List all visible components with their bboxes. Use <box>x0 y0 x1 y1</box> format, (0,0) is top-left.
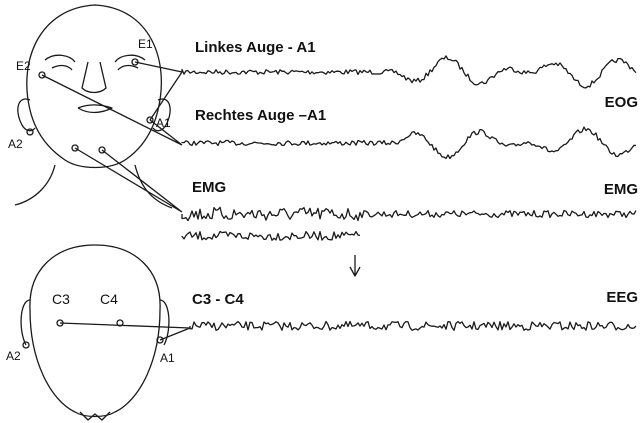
electrode-label: E2 <box>16 59 31 73</box>
signal-type: EMG <box>604 181 638 198</box>
channel-label: Rechtes Auge –A1 <box>195 107 326 124</box>
electrode-label: A2 <box>6 349 21 363</box>
signal-type: EEG <box>606 289 638 306</box>
channel-label: Linkes Auge - A1 <box>195 39 316 56</box>
electrode-label: A1 <box>156 116 171 130</box>
channel-label: EMG <box>192 179 226 196</box>
electrode-label: A1 <box>160 351 175 365</box>
electrode-label: C4 <box>100 291 118 307</box>
signal-type: EOG <box>605 94 638 111</box>
diagram: E1 E2 A1 A2 C3 C4 A2 A1 Linkes Auge - A1… <box>0 0 644 423</box>
electrode-label: C3 <box>52 291 70 307</box>
electrode-label: A2 <box>8 137 23 151</box>
channel-label: C3 - C4 <box>192 291 244 308</box>
electrode-label: E1 <box>138 37 153 51</box>
